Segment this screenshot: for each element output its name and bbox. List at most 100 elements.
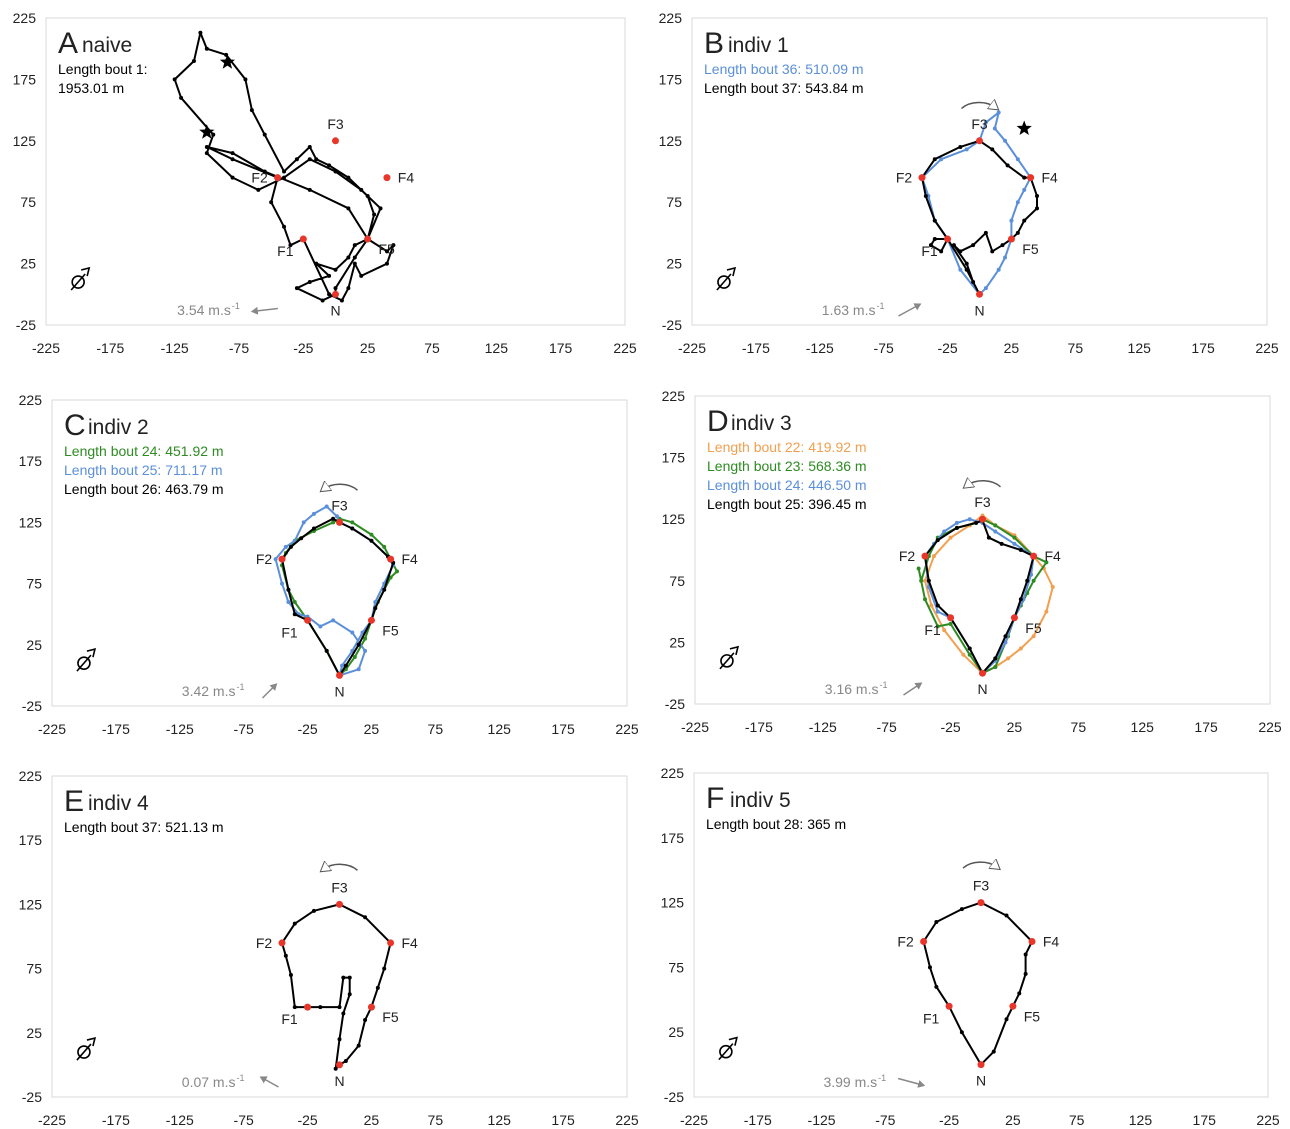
flower-label: F3 bbox=[974, 494, 991, 510]
trajectory-point bbox=[942, 529, 947, 534]
trajectory-point bbox=[929, 603, 934, 608]
trajectory-point bbox=[964, 147, 969, 152]
trajectory-point bbox=[971, 243, 976, 248]
trajectory-point bbox=[372, 212, 377, 217]
trajectory-point bbox=[992, 126, 997, 131]
trajectory-point bbox=[928, 243, 933, 248]
rotation-arrow bbox=[324, 864, 359, 870]
flower bbox=[1028, 937, 1036, 945]
wind-speed: 0.07 m.s bbox=[182, 1074, 236, 1090]
flower bbox=[977, 1061, 985, 1069]
panel: -225 -175 -125 -75 -25 25 75 125 175 225 -25 25 75 12… bbox=[662, 388, 1282, 735]
flower-label: F3 bbox=[327, 116, 344, 132]
flower-label: F2 bbox=[256, 551, 273, 567]
legend-entry: Length bout 37: 521.13 m bbox=[64, 819, 224, 835]
legend-entry: Length bout 37: 543.84 m bbox=[704, 80, 864, 96]
panel-title: indiv 5 bbox=[730, 789, 791, 812]
x-tick-label: 225 bbox=[615, 721, 639, 737]
trajectory-point bbox=[986, 535, 991, 540]
flower bbox=[336, 671, 343, 679]
compass bbox=[70, 273, 86, 291]
trajectory-point bbox=[1018, 548, 1023, 552]
x-tick-label: -175 bbox=[744, 1112, 772, 1128]
trajectory-point bbox=[1006, 656, 1011, 661]
x-tick-label: -175 bbox=[102, 1112, 130, 1128]
flower bbox=[1027, 174, 1035, 182]
wind-speed: 3.54 m.s bbox=[177, 302, 231, 318]
panel: -225 -175 -125 -75 -25 25 75 125 175 225 -25 25 75 12… bbox=[661, 765, 1280, 1128]
trajectory-point bbox=[286, 599, 291, 604]
compass bbox=[71, 275, 85, 289]
wind-superscript: -1 bbox=[232, 301, 240, 311]
trajectory-point bbox=[249, 108, 254, 113]
trajectory-point bbox=[1000, 243, 1005, 248]
trajectory bbox=[274, 505, 395, 677]
x-tick-label: -75 bbox=[234, 721, 254, 737]
flower bbox=[921, 552, 929, 560]
y-tick-label: 125 bbox=[659, 133, 683, 149]
flower-label: F1 bbox=[921, 243, 938, 259]
trajectory-point bbox=[172, 77, 177, 82]
trajectory-point bbox=[347, 992, 352, 997]
trajectory-point bbox=[1035, 206, 1039, 211]
legend-entry: Length bout 22: 419.92 m bbox=[707, 439, 867, 455]
flower bbox=[979, 515, 986, 523]
x-tick-label: -225 bbox=[680, 1112, 708, 1128]
trajectory-point bbox=[996, 110, 1001, 115]
compass bbox=[77, 656, 91, 670]
x-tick-label: 25 bbox=[364, 721, 380, 737]
trajectory-point bbox=[327, 292, 332, 297]
compass bbox=[720, 654, 734, 668]
x-tick-label: 125 bbox=[1131, 719, 1155, 735]
trajectory-point bbox=[359, 187, 364, 192]
plot-frame bbox=[51, 399, 628, 707]
flower bbox=[367, 616, 375, 624]
trajectory-point bbox=[339, 298, 344, 303]
flower bbox=[976, 290, 983, 298]
trajectory-point bbox=[1022, 218, 1027, 223]
wind-speed: 3.16 m.s bbox=[825, 681, 879, 697]
x-tick-label: -25 bbox=[297, 721, 317, 737]
x-tick-label: -25 bbox=[297, 1112, 317, 1128]
trajectory-point bbox=[1031, 634, 1036, 639]
x-tick-label: 75 bbox=[424, 340, 440, 356]
trajectory-point bbox=[243, 77, 248, 82]
rotation-arrow bbox=[960, 103, 996, 109]
trajectory-point bbox=[1004, 913, 1009, 918]
trajectory-point bbox=[283, 544, 288, 549]
flower bbox=[918, 174, 926, 182]
trajectory-point bbox=[369, 532, 374, 537]
trajectory-point bbox=[1003, 138, 1008, 143]
compass bbox=[80, 266, 91, 277]
trajectory-point bbox=[927, 965, 932, 970]
flower-label: F2 bbox=[896, 170, 913, 186]
trajectory-point bbox=[959, 1030, 964, 1035]
x-tick-label: 125 bbox=[488, 721, 512, 737]
plot-frame bbox=[694, 395, 1271, 705]
trajectory-point bbox=[352, 655, 357, 660]
trajectory-point bbox=[1044, 609, 1049, 614]
trajectory-point bbox=[292, 612, 297, 617]
trajectory-point bbox=[204, 144, 209, 149]
trajectory-point bbox=[1015, 230, 1020, 235]
y-tick-label: 175 bbox=[659, 71, 683, 87]
compass bbox=[728, 1036, 738, 1046]
flower-label: F1 bbox=[281, 1011, 298, 1027]
flower bbox=[364, 235, 372, 243]
trajectory-point bbox=[1022, 187, 1027, 192]
flower-label: F2 bbox=[899, 548, 916, 564]
y-tick-label: 175 bbox=[19, 453, 43, 469]
flower bbox=[947, 614, 955, 622]
wind-speed: 1.63 m.s bbox=[822, 302, 876, 318]
trajectory-point bbox=[350, 520, 355, 525]
y-tick-label: 25 bbox=[669, 634, 685, 650]
flower bbox=[332, 137, 339, 145]
x-tick-label: 75 bbox=[1071, 719, 1087, 735]
y-tick-label: 175 bbox=[13, 71, 37, 87]
panel-letter: B bbox=[704, 27, 724, 60]
y-tick-label: 125 bbox=[662, 511, 686, 527]
wind-superscript: -1 bbox=[878, 1073, 886, 1083]
trajectory-point bbox=[356, 667, 361, 672]
trajectory-point bbox=[198, 30, 203, 35]
trajectory bbox=[281, 517, 395, 676]
